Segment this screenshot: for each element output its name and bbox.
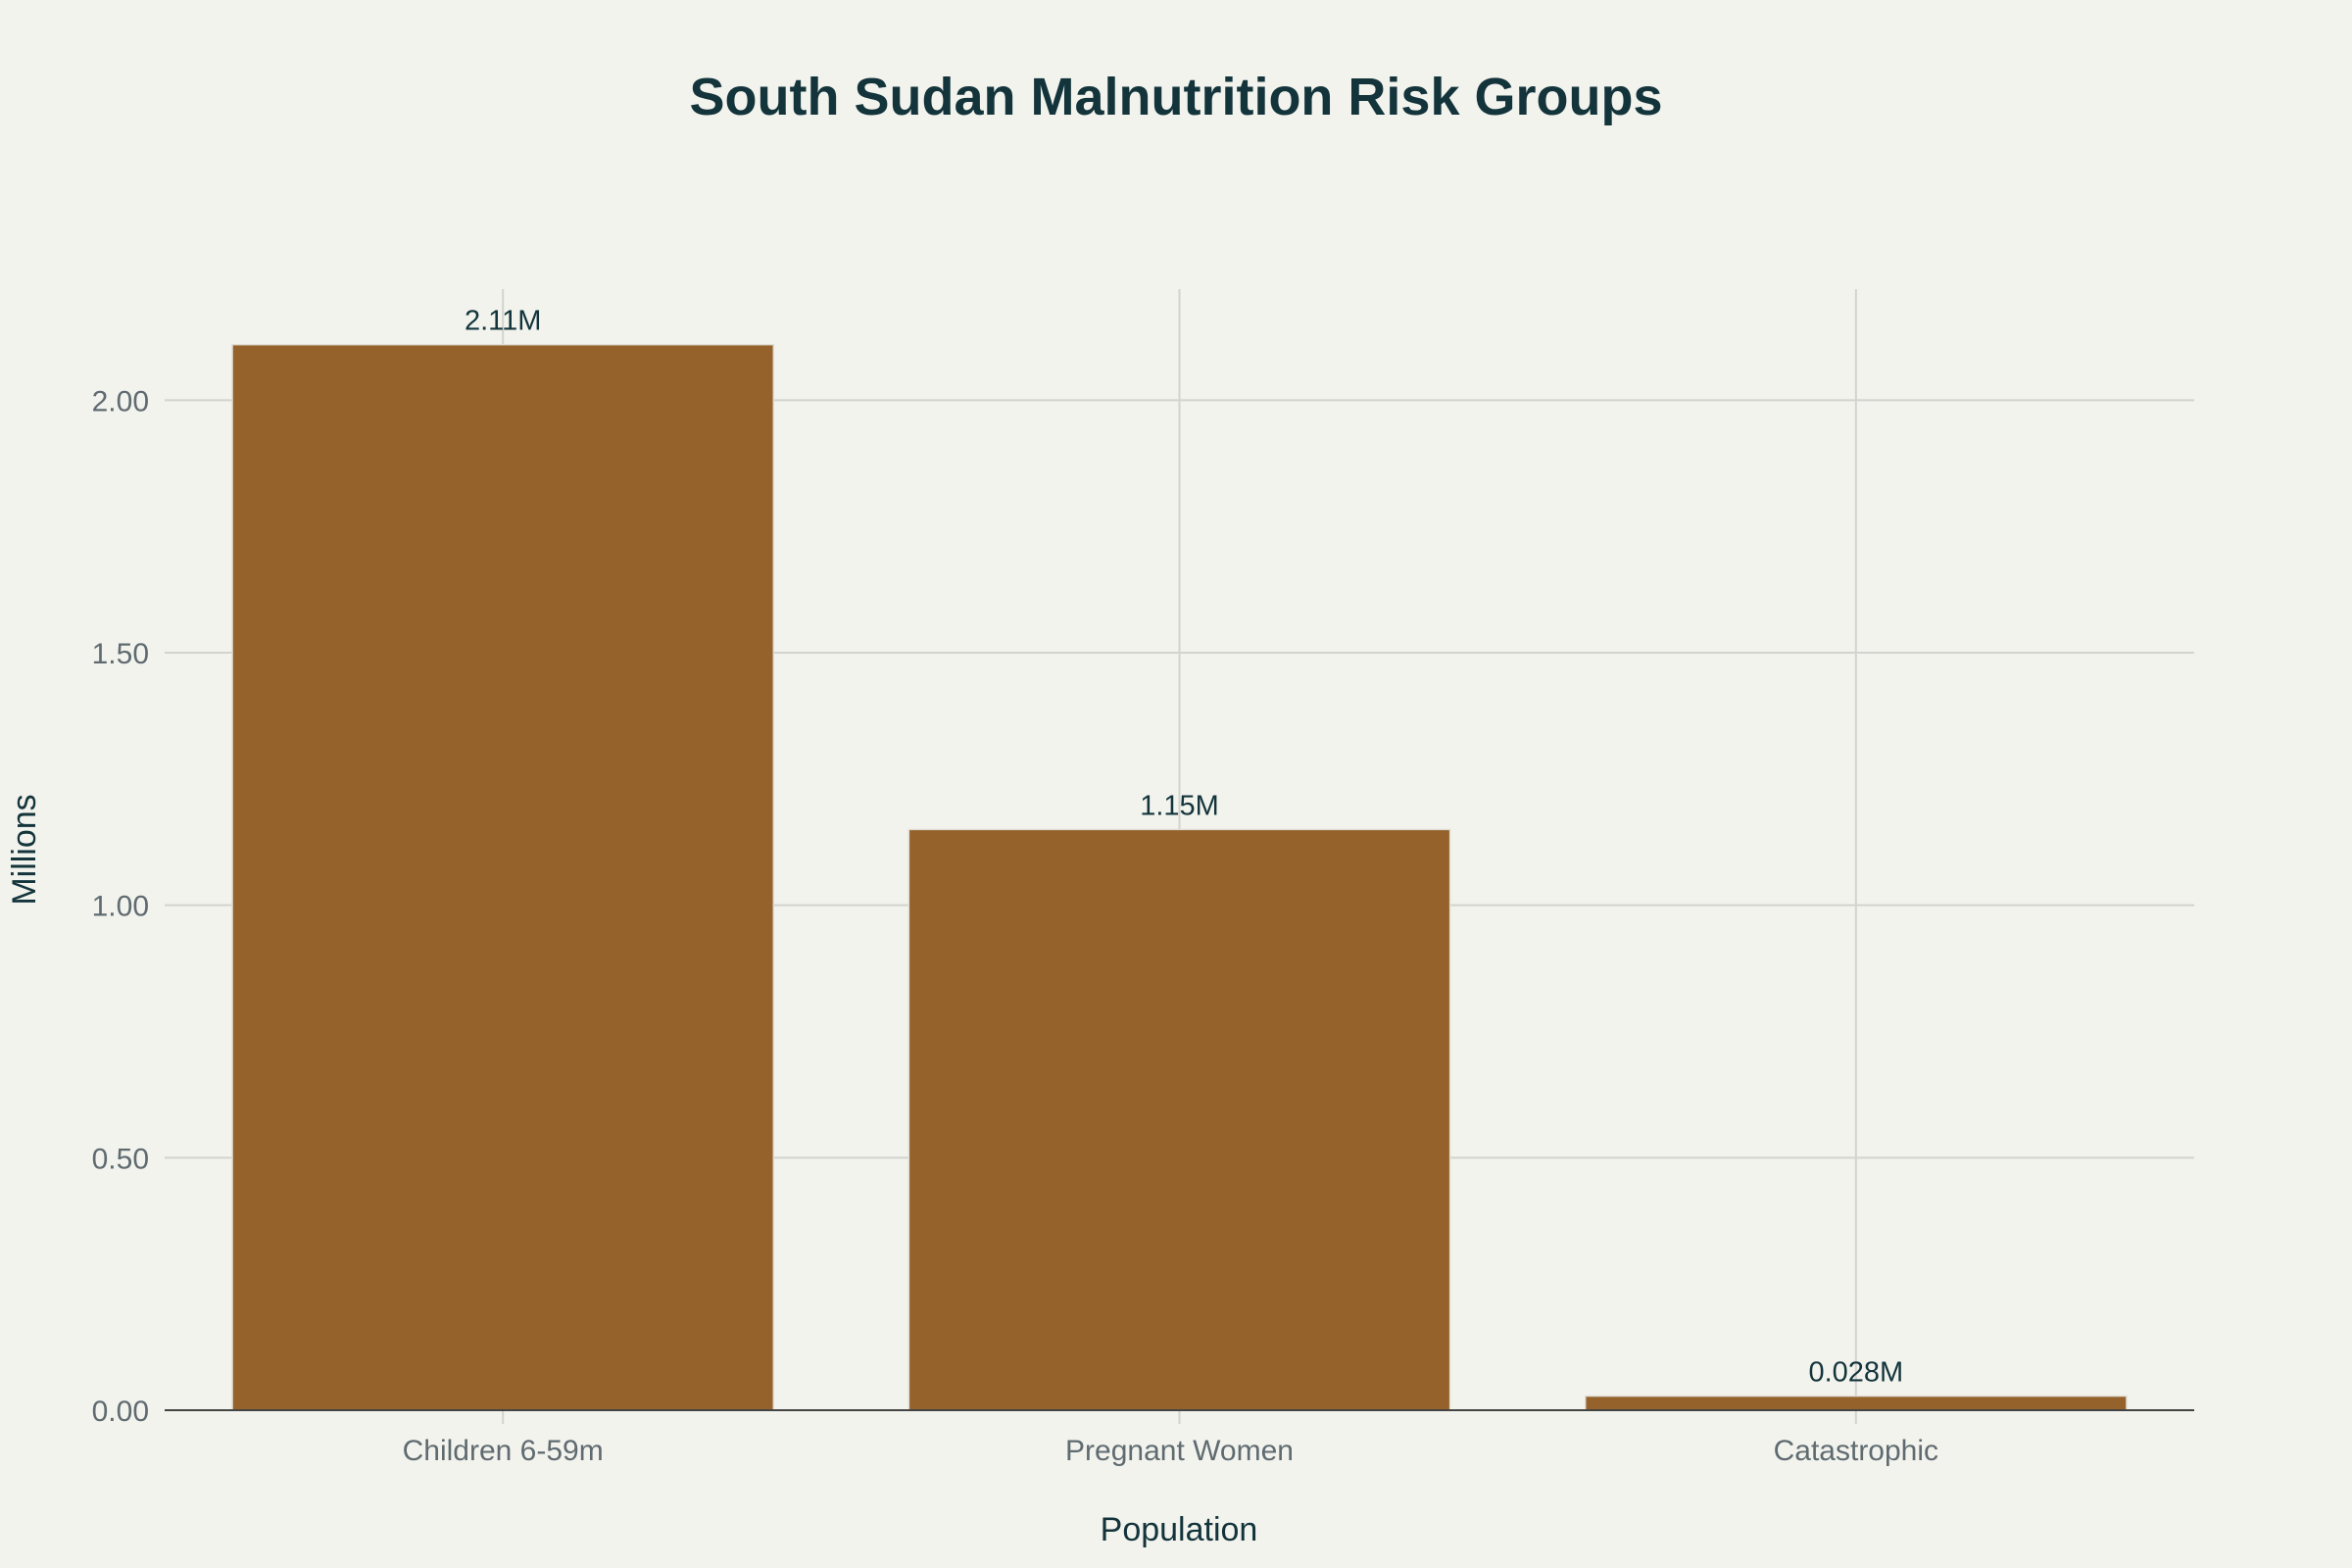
y-axis-title: Millions	[6, 794, 43, 905]
data-label: 2.11M	[465, 306, 541, 337]
x-tick-label: Catastrophic	[1774, 1435, 1938, 1467]
bar-pregnant-women	[907, 828, 1451, 1411]
x-tick-label: Children 6-59m	[403, 1435, 604, 1467]
y-tick-label: 1.50	[92, 638, 149, 670]
x-axis-title: Population	[1101, 1511, 1258, 1548]
x-tick-label: Pregnant Women	[1065, 1435, 1294, 1467]
bar-catastrophic	[1584, 1395, 2128, 1411]
data-label: 0.028M	[1808, 1357, 1903, 1389]
y-tick-label: 0.00	[92, 1396, 149, 1428]
data-label: 1.15M	[1140, 790, 1219, 821]
bar-children-6-59m	[231, 343, 775, 1411]
chart-title: South Sudan Malnutrition Risk Groups	[690, 68, 1663, 126]
y-tick-label: 2.00	[92, 385, 149, 417]
y-tick-label: 1.00	[92, 891, 149, 923]
y-tick-label: 0.50	[92, 1143, 149, 1175]
